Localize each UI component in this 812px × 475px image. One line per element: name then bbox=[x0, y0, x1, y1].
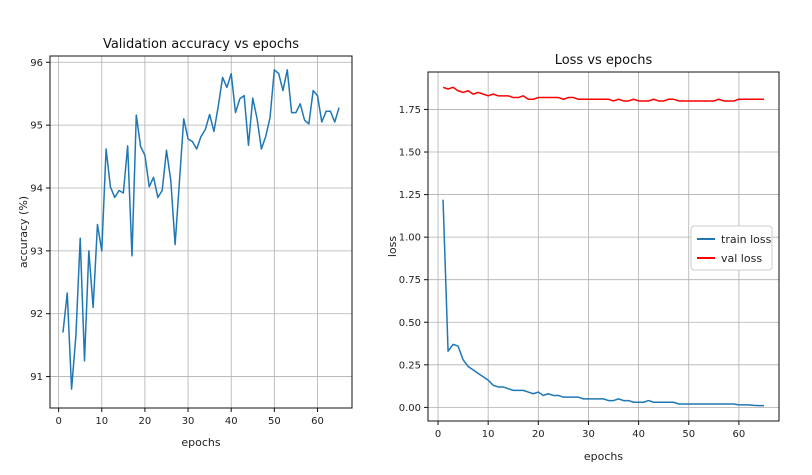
x-axis-label: epochs bbox=[584, 450, 623, 463]
chart-title: Loss vs epochs bbox=[555, 53, 653, 68]
x-tick-label: 10 bbox=[95, 416, 108, 427]
legend: train loss val loss bbox=[690, 225, 773, 271]
x-tick-label: 0 bbox=[435, 429, 441, 440]
y-tick-label: 0.75 bbox=[399, 275, 421, 286]
x-tick-label: 40 bbox=[225, 416, 238, 427]
y-tick-label: 0.50 bbox=[399, 318, 421, 329]
legend-label: val loss bbox=[721, 252, 762, 265]
y-tick-label: 0.25 bbox=[399, 360, 421, 371]
x-tick-label: 40 bbox=[632, 429, 645, 440]
y-tick-label: 0.00 bbox=[399, 403, 421, 414]
y-axis-label: loss bbox=[386, 236, 399, 258]
y-tick-label: 94 bbox=[30, 184, 43, 195]
loss-chart: 0 10 20 30 40 50 60 0.00 0.25 0.50 0.75 1.00 1.25 1.5… bbox=[386, 53, 780, 463]
plot-frame bbox=[49, 55, 353, 409]
y-tick-label: 91 bbox=[30, 372, 43, 383]
y-tick-label: 1.00 bbox=[399, 233, 421, 244]
y-tick-label: 93 bbox=[30, 246, 43, 257]
x-tick-label: 20 bbox=[139, 416, 152, 427]
x-tick-label: 30 bbox=[182, 416, 195, 427]
plot-frame bbox=[427, 71, 780, 422]
train-loss-line bbox=[442, 199, 764, 407]
x-tick-label: 0 bbox=[55, 416, 61, 427]
accuracy-line bbox=[62, 69, 340, 390]
legend-label: train loss bbox=[721, 233, 772, 246]
y-tick-label: 1.25 bbox=[399, 190, 421, 201]
x-axis-label: epochs bbox=[181, 436, 220, 449]
y-tick-label: 95 bbox=[30, 121, 43, 132]
x-tick-label: 60 bbox=[311, 416, 324, 427]
accuracy-chart: 0 10 20 30 40 50 60 91 92 93 94 95 96 Validation accu… bbox=[17, 37, 353, 449]
x-tick-label: 50 bbox=[682, 429, 695, 440]
y-tick-label: 1.50 bbox=[399, 148, 421, 159]
x-tick-label: 50 bbox=[268, 416, 281, 427]
y-tick-label: 92 bbox=[30, 309, 43, 320]
x-tick-label: 30 bbox=[582, 429, 595, 440]
val-loss-line bbox=[442, 86, 764, 102]
x-tick-label: 20 bbox=[532, 429, 545, 440]
x-tick-label: 10 bbox=[482, 429, 495, 440]
y-tick-label: 96 bbox=[30, 58, 43, 69]
y-axis-label: accuracy (%) bbox=[17, 196, 30, 268]
x-tick-label: 60 bbox=[733, 429, 746, 440]
chart-title: Validation accuracy vs epochs bbox=[103, 37, 299, 52]
y-tick-label: 1.75 bbox=[399, 105, 421, 116]
